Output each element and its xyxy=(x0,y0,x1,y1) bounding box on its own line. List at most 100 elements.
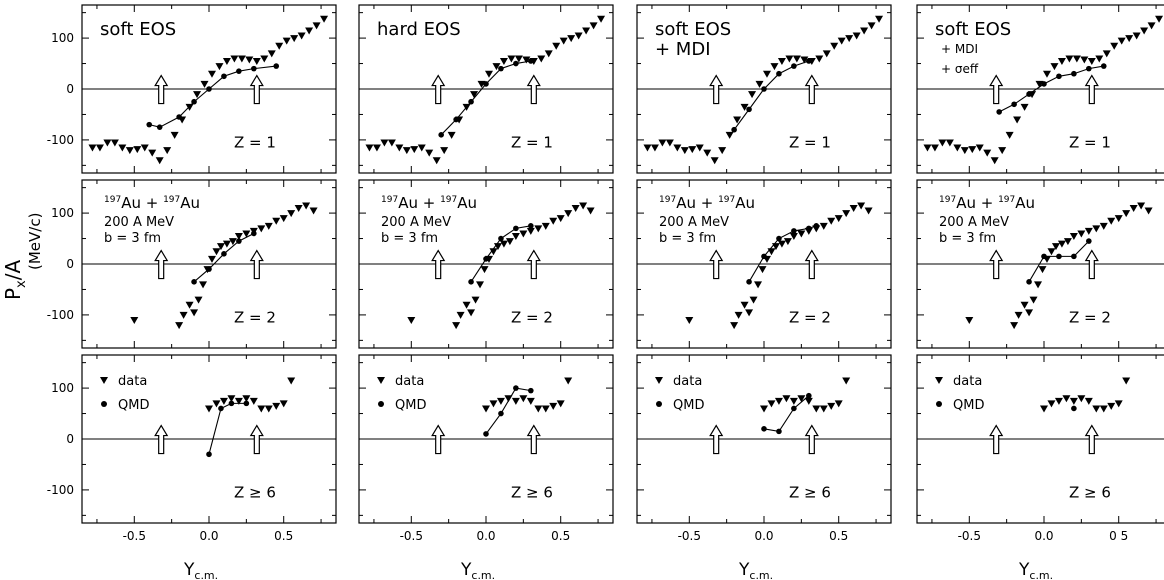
charge-label: Z ≥ 6 xyxy=(789,484,831,502)
qmd-point xyxy=(236,238,242,244)
data-point xyxy=(819,222,828,230)
qmd-curve xyxy=(485,387,531,435)
qmd-point xyxy=(218,405,224,412)
legend-qmd-marker xyxy=(656,401,662,407)
data-point xyxy=(499,58,508,65)
data-point xyxy=(1099,222,1108,230)
data-point xyxy=(800,56,809,64)
data-point xyxy=(777,240,786,248)
data-point xyxy=(990,157,999,165)
data-point xyxy=(216,243,225,251)
data-point xyxy=(205,405,213,413)
arrow-marker xyxy=(709,249,724,280)
panel: 100 0 -100 -0.5 0.0 0.5 Z ≥ 6 data QMD xyxy=(47,354,337,543)
legend-qmd-marker xyxy=(101,401,107,407)
arrow-marker xyxy=(1084,249,1099,280)
data-point xyxy=(1084,397,1093,405)
y-axis-label: Px/A xyxy=(1,259,29,300)
data-point xyxy=(245,56,254,64)
legend-data-label: data xyxy=(118,374,147,389)
qmd-point xyxy=(251,65,257,72)
qmd-point xyxy=(1100,63,1107,69)
data-point xyxy=(179,311,188,319)
data-point xyxy=(1069,233,1078,240)
data-point xyxy=(264,222,273,230)
data-point xyxy=(489,248,498,256)
qmd-point xyxy=(206,86,212,92)
qmd-point xyxy=(498,65,504,72)
qmd-point xyxy=(228,400,235,407)
data-point xyxy=(207,255,216,263)
data-point xyxy=(1114,215,1123,223)
qmd-point xyxy=(483,81,489,87)
data-point xyxy=(718,147,727,155)
data-point xyxy=(960,147,969,155)
data-point xyxy=(1107,402,1116,410)
data-point xyxy=(407,317,416,324)
arrow-marker xyxy=(709,424,724,455)
energy-label: 200 A MeV xyxy=(104,215,174,230)
qmd-curve xyxy=(733,60,810,131)
legend-data-marker xyxy=(100,377,108,384)
data-point xyxy=(1122,210,1131,218)
data-point xyxy=(792,55,801,63)
data-point xyxy=(365,144,374,152)
data-point xyxy=(537,55,546,63)
qmd-curve xyxy=(748,225,817,283)
data-point xyxy=(185,301,194,309)
data-point xyxy=(272,217,281,225)
qmd-point xyxy=(243,400,250,407)
qmd-point xyxy=(791,405,797,412)
data-point xyxy=(219,397,228,405)
arrow-marker xyxy=(989,424,1004,455)
y-axis-unit: (MeV/c) xyxy=(26,213,44,270)
data-point xyxy=(789,233,798,240)
data-point xyxy=(725,131,734,139)
qmd-point xyxy=(1041,81,1047,87)
arrow-marker xyxy=(1084,74,1099,105)
y-tick-label: 0 xyxy=(66,257,74,271)
data-point xyxy=(923,144,932,152)
qmd-point xyxy=(206,451,212,458)
arrow-marker xyxy=(249,424,264,455)
data-point xyxy=(1122,377,1131,385)
qmd-point xyxy=(206,266,212,272)
data-point xyxy=(1062,395,1071,403)
column-title: hard EOS xyxy=(377,19,461,40)
data-point xyxy=(1020,301,1029,309)
data-point xyxy=(1042,70,1051,78)
data-point xyxy=(834,215,843,223)
data-point xyxy=(1147,22,1156,30)
data-point xyxy=(215,63,224,71)
qmd-point xyxy=(731,126,737,133)
data-point xyxy=(118,144,127,152)
data-point xyxy=(380,139,389,147)
data-point xyxy=(257,225,266,233)
data-point xyxy=(837,37,846,45)
data-point xyxy=(1144,207,1153,215)
data-point xyxy=(287,377,296,385)
panel-grid: 100 0 -100 Z = 1 soft EOS 100 0 -100 Z = 2 197Au … xyxy=(47,4,1164,543)
qmd-point xyxy=(1026,279,1032,285)
data-point xyxy=(505,238,514,246)
data-point xyxy=(1155,15,1164,23)
data-point xyxy=(1005,131,1014,139)
qmd-point xyxy=(1041,253,1047,260)
data-point xyxy=(998,147,1007,155)
data-point xyxy=(1010,322,1019,330)
data-point xyxy=(526,227,535,235)
column-title: soft EOS xyxy=(100,19,176,40)
panel: Z = 1 soft EOS + MDI + σeff xyxy=(916,4,1164,174)
data-point xyxy=(740,103,749,111)
arrow-marker xyxy=(804,424,819,455)
data-point xyxy=(499,240,508,248)
data-point xyxy=(1029,296,1038,304)
qmd-point xyxy=(746,106,752,113)
arrow-marker xyxy=(431,424,446,455)
data-point xyxy=(170,131,179,139)
data-point xyxy=(287,210,296,218)
arrow-marker xyxy=(989,74,1004,105)
qmd-point xyxy=(1071,70,1077,77)
data-point xyxy=(760,405,768,413)
